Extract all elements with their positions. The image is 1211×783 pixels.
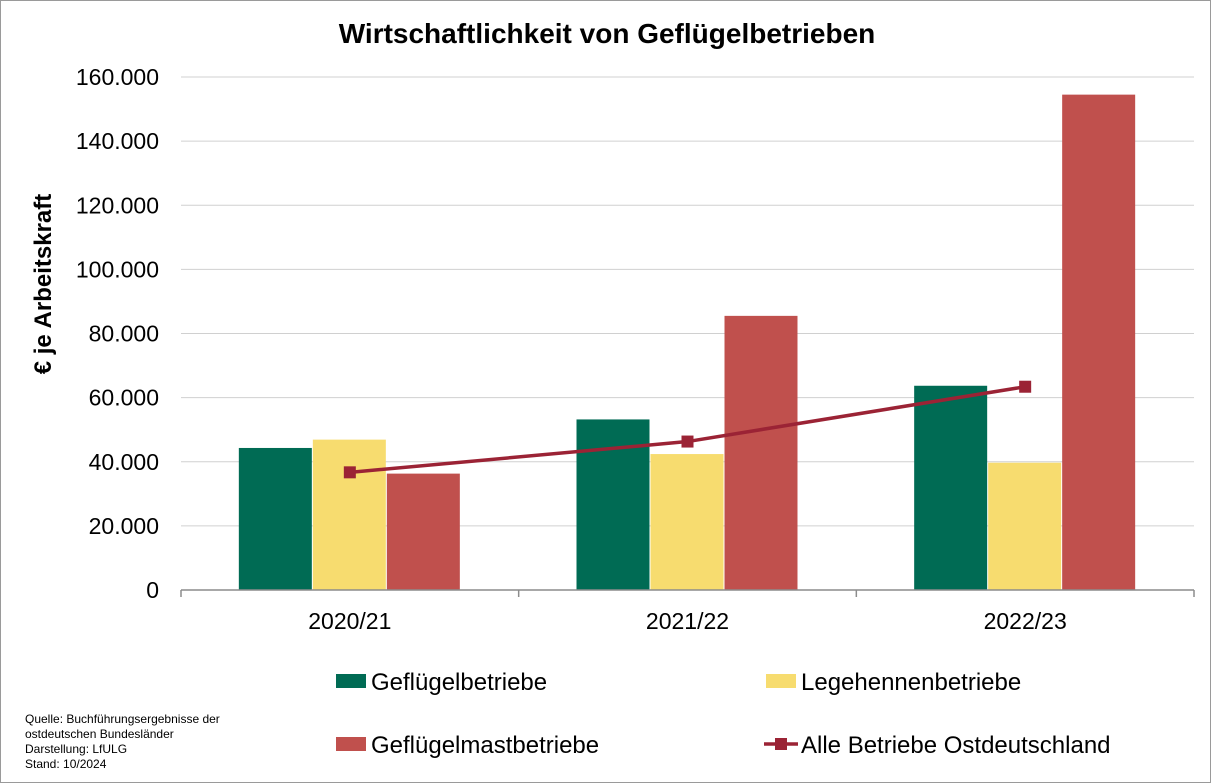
y-tick-label: 80.000 xyxy=(89,321,159,347)
legend-swatch xyxy=(766,674,796,688)
y-tick-label: 20.000 xyxy=(89,513,159,539)
line-point-marker xyxy=(343,466,356,479)
source-note-line: Quelle: Buchführungsergebnisse der xyxy=(25,712,220,726)
y-tick-label: 120.000 xyxy=(76,192,159,218)
legend-item: Geflügelmastbetriebe xyxy=(336,732,599,759)
legend-swatch xyxy=(336,674,366,688)
source-note-line: ostdeutschen Bundesländer xyxy=(25,727,174,741)
y-tick-label: 160.000 xyxy=(76,64,159,90)
y-tick-label: 40.000 xyxy=(89,449,159,475)
line-point-marker xyxy=(1019,380,1032,393)
legend: Geflügelbetriebe Legehennenbetriebe Geflüg… xyxy=(336,669,1111,759)
x-tick-label: 2020/21 xyxy=(308,608,391,634)
y-tick-label: 100.000 xyxy=(76,256,159,282)
legend-swatch-marker xyxy=(775,738,787,750)
legend-label: Legehennenbetriebe xyxy=(801,669,1021,696)
bar xyxy=(312,439,386,590)
legend-swatch xyxy=(336,737,366,751)
x-tick-label: 2022/23 xyxy=(984,608,1067,634)
legend-label: Alle Betriebe Ostdeutschland xyxy=(801,732,1111,759)
bar xyxy=(386,473,460,590)
chart-title: Wirtschaftlichkeit von Geflügelbetrieben xyxy=(339,18,876,49)
bar xyxy=(724,315,798,590)
y-axis-label: € je Arbeitskraft xyxy=(30,194,57,375)
y-tick-label: 140.000 xyxy=(76,128,159,154)
bar xyxy=(988,462,1062,590)
legend-item: Alle Betriebe Ostdeutschland xyxy=(764,732,1111,759)
x-tick-label: 2021/22 xyxy=(646,608,729,634)
x-axis xyxy=(180,589,1195,597)
legend-item: Geflügelbetriebe xyxy=(336,669,547,696)
source-note-line: Stand: 10/2024 xyxy=(25,757,107,771)
x-axis-ticks: 2020/21 2021/22 2022/23 xyxy=(308,608,1066,634)
legend-label: Geflügelbetriebe xyxy=(371,669,547,696)
legend-label: Geflügelmastbetriebe xyxy=(371,732,599,759)
bar xyxy=(914,385,988,590)
bar xyxy=(1062,94,1136,591)
source-note-line: Darstellung: LfULG xyxy=(25,742,127,756)
line-series xyxy=(343,380,1032,479)
legend-item: Legehennenbetriebe xyxy=(766,669,1021,696)
bar xyxy=(650,454,724,590)
y-tick-label: 0 xyxy=(146,577,159,603)
y-axis-ticks: 0 20.000 40.000 60.000 80.000 100.000 120.000 1… xyxy=(76,64,159,603)
bar xyxy=(238,447,312,590)
line-point-marker xyxy=(681,435,694,448)
y-tick-label: 60.000 xyxy=(89,385,159,411)
source-note: Quelle: Buchführungsergebnisse der ostde… xyxy=(25,712,220,771)
bars xyxy=(238,94,1136,591)
